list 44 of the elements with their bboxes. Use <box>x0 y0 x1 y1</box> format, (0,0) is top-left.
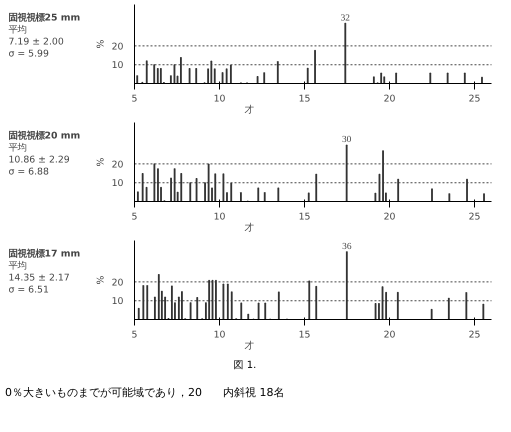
x-tick-label: 25 <box>468 212 480 222</box>
y-tick-label: 20 <box>112 159 124 170</box>
x-tick-label: 5 <box>132 330 138 340</box>
text: 平均 <box>8 142 26 154</box>
x-axis-title: 才 <box>244 222 254 234</box>
x-tick-label: 10 <box>214 330 226 340</box>
text: σ = 6.88 <box>8 166 49 178</box>
text: σ = 5.99 <box>8 48 49 60</box>
text: 14.35 ± 2.17 <box>8 272 70 284</box>
x-tick-label: 10 <box>214 212 226 222</box>
text: 平均 <box>8 24 26 36</box>
text: 固視視標20 mm <box>8 130 80 142</box>
y-axis-title: % <box>96 275 107 284</box>
text: 平均 <box>8 260 26 272</box>
caption: 図 1. <box>232 359 258 373</box>
text: 10.86 ± 2.29 <box>8 154 70 166</box>
x-tick-label: 20 <box>384 212 396 222</box>
x-tick-label: 5 <box>132 94 138 104</box>
data-label: 36 <box>342 242 352 252</box>
x-tick-label: 15 <box>298 330 310 340</box>
y-tick-label: 10 <box>112 296 124 308</box>
text: 固視視標17 mm <box>8 248 80 260</box>
y-tick-label: 20 <box>112 41 124 52</box>
y-axis-title: % <box>96 157 107 166</box>
x-tick-label: 5 <box>132 212 138 222</box>
data-label: 32 <box>340 13 350 24</box>
text: σ = 6.51 <box>8 284 49 296</box>
text: 7.19 ± 2.00 <box>8 36 64 48</box>
x-tick-label: 15 <box>298 94 310 104</box>
y-tick-label: 10 <box>112 60 124 72</box>
x-tick-label: 15 <box>298 212 310 222</box>
data-label: 30 <box>342 135 352 146</box>
x-tick-label: 10 <box>214 94 226 104</box>
x-tick-label: 20 <box>384 94 396 104</box>
x-axis-title: 才 <box>244 104 254 116</box>
text: 0％大きいものまでが可能域であり，20 内斜視 18名 <box>5 386 284 400</box>
x-tick-label: 20 <box>384 330 396 340</box>
y-tick-label: 20 <box>112 277 124 288</box>
x-tick-label: 25 <box>468 94 480 104</box>
text: 固視視標25 mm <box>8 12 80 24</box>
y-axis-title: % <box>96 39 107 48</box>
x-axis-title: 才 <box>244 340 254 352</box>
y-tick-label: 10 <box>112 178 124 190</box>
x-tick-label: 25 <box>468 330 480 340</box>
